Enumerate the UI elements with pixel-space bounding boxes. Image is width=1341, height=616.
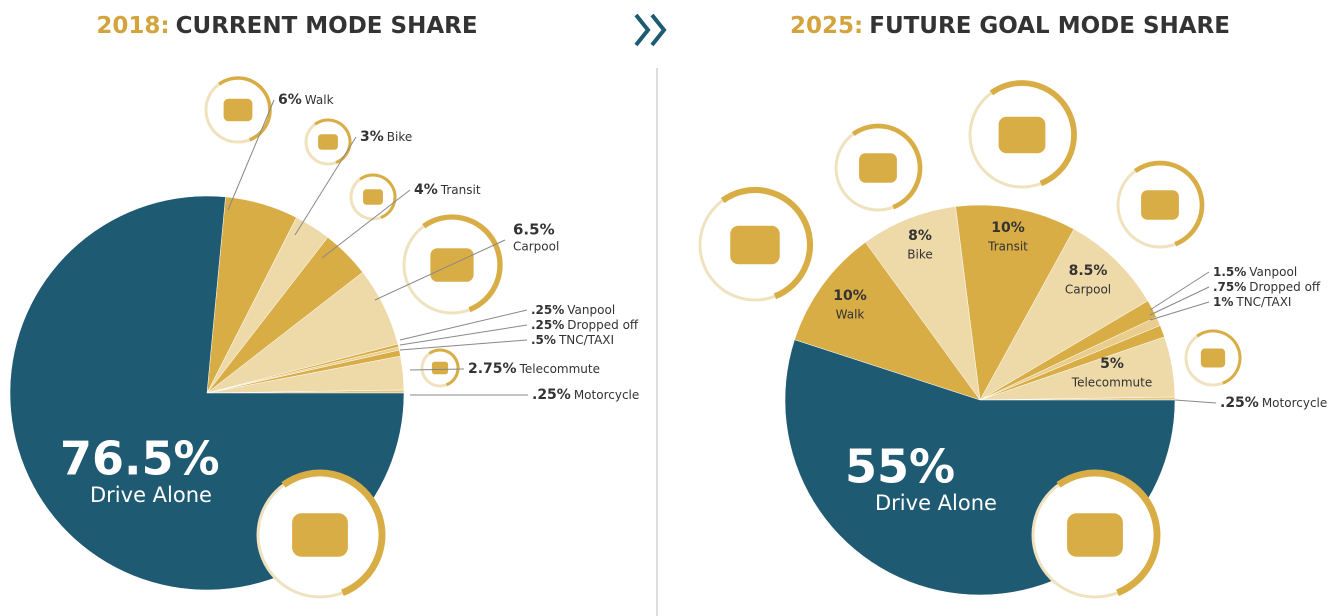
slice-value: 4% xyxy=(414,182,438,198)
slice-category: Dropped off xyxy=(1249,280,1321,294)
slice-value: 10% xyxy=(833,288,867,304)
slice-label: 3% Bike xyxy=(360,129,412,145)
title-text: FUTURE GOAL MODE SHARE xyxy=(869,13,1230,39)
slice-label: .5% TNC/TAXI xyxy=(531,333,614,347)
icon-arc xyxy=(720,186,814,300)
icon-arc xyxy=(1196,329,1242,385)
leader-line xyxy=(374,239,506,301)
title-year: 2025: xyxy=(790,13,863,39)
slice-value: 8% xyxy=(908,228,932,244)
leader-line xyxy=(399,339,528,351)
chevron xyxy=(634,13,651,47)
icon-arc xyxy=(281,469,386,596)
slice-label: 4% Transit xyxy=(414,182,481,198)
slice-category: Walk xyxy=(836,308,865,322)
slice-value: 10% xyxy=(991,220,1025,236)
leader-line xyxy=(1149,271,1210,311)
slice-label: .25% Motorcycle xyxy=(532,387,639,403)
slice-category: TNC/TAXI xyxy=(558,333,614,347)
slice-value: .25% xyxy=(1220,395,1259,411)
slice-category: Carpool xyxy=(513,240,559,254)
icon-arc xyxy=(428,348,460,387)
slice-label: .75% Dropped off xyxy=(1213,280,1321,294)
icon-glyph xyxy=(859,153,897,183)
icon-glyph xyxy=(1141,190,1179,220)
leader-line xyxy=(409,368,465,371)
chart-title: 2018: CURRENT MODE SHARE xyxy=(96,13,477,39)
slice-category: Motorcycle xyxy=(574,388,639,402)
slice-category: TNC/TAXI xyxy=(1235,295,1291,309)
leader-line xyxy=(321,189,411,259)
icon-glyph xyxy=(318,134,338,150)
icon-glyph xyxy=(730,225,780,265)
icon-glyph xyxy=(292,513,348,557)
slice-category: Vanpool xyxy=(1249,265,1297,279)
icon-arc xyxy=(218,76,272,142)
slice-label: .25% Vanpool xyxy=(531,303,615,317)
leader-line xyxy=(1149,301,1210,321)
pie-slice xyxy=(865,206,981,401)
slice-value: 2.75% xyxy=(468,361,517,377)
slice-category: Motorcycle xyxy=(1262,396,1327,410)
drive-value: 55% xyxy=(845,440,955,494)
drive-category: Drive Alone xyxy=(90,483,212,507)
slice-category: Bike xyxy=(907,248,932,262)
title-year: 2018: xyxy=(96,13,169,39)
icon-glyph xyxy=(1200,348,1226,368)
slice-value: .25% xyxy=(531,303,564,317)
slice-value: 8.5% xyxy=(1069,263,1108,279)
slice-category: Dropped off xyxy=(567,318,639,332)
slice-label: 1% TNC/TAXI xyxy=(1213,295,1291,309)
slice-value: .25% xyxy=(531,318,564,332)
slice-value: .25% xyxy=(532,387,571,403)
icon-glyph xyxy=(223,98,253,122)
slice-value: 6% xyxy=(278,92,302,108)
icon-arc xyxy=(1133,160,1205,247)
slice-label: .25% Motorcycle xyxy=(1220,395,1327,411)
slice-category: Telecommute xyxy=(1071,376,1152,390)
slice-label: .25% Dropped off xyxy=(531,318,639,332)
slice-category: Walk xyxy=(305,93,334,107)
leader-line xyxy=(1174,399,1217,404)
pie-slice xyxy=(979,228,1149,401)
icon-glyph xyxy=(998,116,1046,154)
slice-value: 5% xyxy=(1100,356,1124,372)
drive-value: 76.5% xyxy=(60,432,220,486)
slice-category: Carpool xyxy=(1065,283,1111,297)
icon-arc xyxy=(422,214,503,313)
slice-value: 6.5% xyxy=(513,221,555,239)
slice-value: 1% xyxy=(1213,295,1233,309)
leader-line xyxy=(1149,286,1210,316)
slice-value: 1.5% xyxy=(1213,265,1246,279)
drive-category: Drive Alone xyxy=(875,491,997,515)
slice-value: 3% xyxy=(360,129,384,145)
slice-category: Telecommute xyxy=(519,362,600,376)
icon-glyph xyxy=(1067,513,1123,557)
pie-slice xyxy=(955,204,1075,401)
leader-line xyxy=(399,324,528,346)
title-text: CURRENT MODE SHARE xyxy=(176,13,478,39)
icon-arc xyxy=(1056,469,1161,596)
pie-slice xyxy=(794,241,981,401)
icon-glyph xyxy=(431,361,449,375)
slice-category: Transit xyxy=(440,183,481,197)
slice-label: 2.75% Telecommute xyxy=(468,361,600,377)
icon-arc xyxy=(989,80,1077,187)
icon-arc xyxy=(851,123,923,210)
leader-line xyxy=(227,99,275,211)
slice-category: Transit xyxy=(987,240,1028,254)
slice-label: 6% Walk xyxy=(278,92,334,108)
chart-title: 2025: FUTURE GOAL MODE SHARE xyxy=(790,13,1230,39)
slice-label: 1.5% Vanpool xyxy=(1213,265,1297,279)
slice-category: Vanpool xyxy=(567,303,615,317)
leader-line xyxy=(294,136,357,236)
slice-value: .75% xyxy=(1213,280,1246,294)
slice-category: Bike xyxy=(387,130,412,144)
icon-glyph xyxy=(363,189,383,205)
icon-arc xyxy=(359,173,397,219)
chevron xyxy=(650,13,667,47)
slice-value: .5% xyxy=(531,333,556,347)
leader-line xyxy=(399,309,528,341)
